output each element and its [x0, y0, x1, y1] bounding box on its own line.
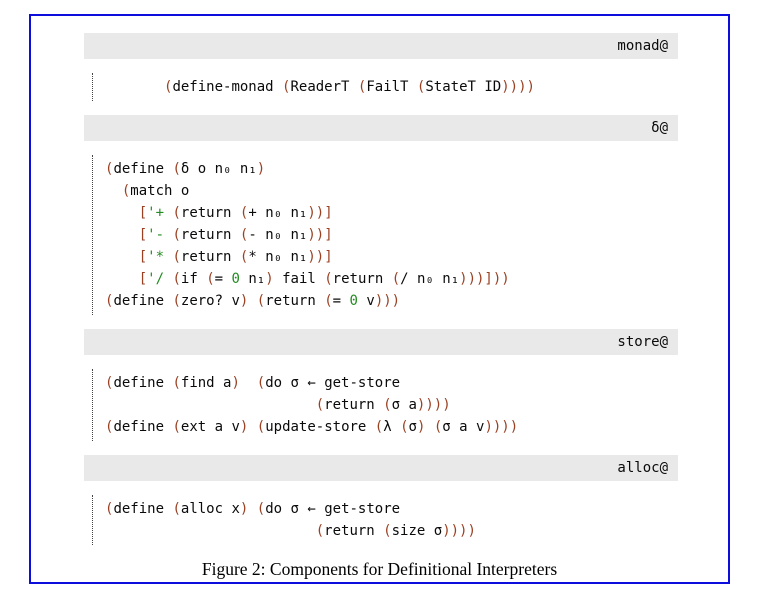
component-header-alloc: alloc@: [84, 455, 678, 481]
code-line: (define-monad (ReaderT (FailT (StateT ID…: [164, 79, 535, 95]
code-line: ['- (return (- n₀ n₁))]: [138, 227, 333, 243]
code-block-delta: (define (δ o n₀ n₁) (match o ['+ (return…: [92, 155, 728, 315]
code-line: (define (δ o n₀ n₁): [105, 161, 266, 177]
code-line: (define (ext a v) (update-store (λ (σ) (…: [105, 419, 519, 435]
code-line: (return (size σ)))): [315, 523, 476, 539]
code-block-store: (define (find a) (do σ ← get-store (retu…: [92, 369, 728, 441]
component-label-alloc: alloc@: [617, 460, 668, 476]
code-line: ['+ (return (+ n₀ n₁))]: [138, 205, 333, 221]
code-block-monad: (define-monad (ReaderT (FailT (StateT ID…: [92, 73, 728, 101]
code-line: (match o: [121, 183, 190, 199]
component-label-monad: monad@: [617, 38, 668, 54]
component-header-delta: δ@: [84, 115, 678, 141]
code-line: ['* (return (* n₀ n₁))]: [138, 249, 333, 265]
component-label-delta: δ@: [651, 120, 668, 136]
figure-frame: monad@ (define-monad (ReaderT (FailT (St…: [29, 14, 730, 584]
code-block-alloc: (define (alloc x) (do σ ← get-store (ret…: [92, 495, 728, 545]
figure-caption: Figure 2: Components for Definitional In…: [201, 559, 558, 579]
code-line: (define (alloc x) (do σ ← get-store: [105, 501, 401, 517]
code-line: (return (σ a)))): [315, 397, 451, 413]
sections: monad@ (define-monad (ReaderT (FailT (St…: [31, 33, 728, 545]
code-line: ['/ (if (= 0 n₁) fail (return (/ n₀ n₁))…: [138, 271, 510, 287]
component-label-store: store@: [617, 334, 668, 350]
code-line: (define (zero? v) (return (= 0 v))): [105, 293, 401, 309]
component-header-monad: monad@: [84, 33, 678, 59]
component-header-store: store@: [84, 329, 678, 355]
code-line: (define (find a) (do σ ← get-store: [105, 375, 401, 391]
